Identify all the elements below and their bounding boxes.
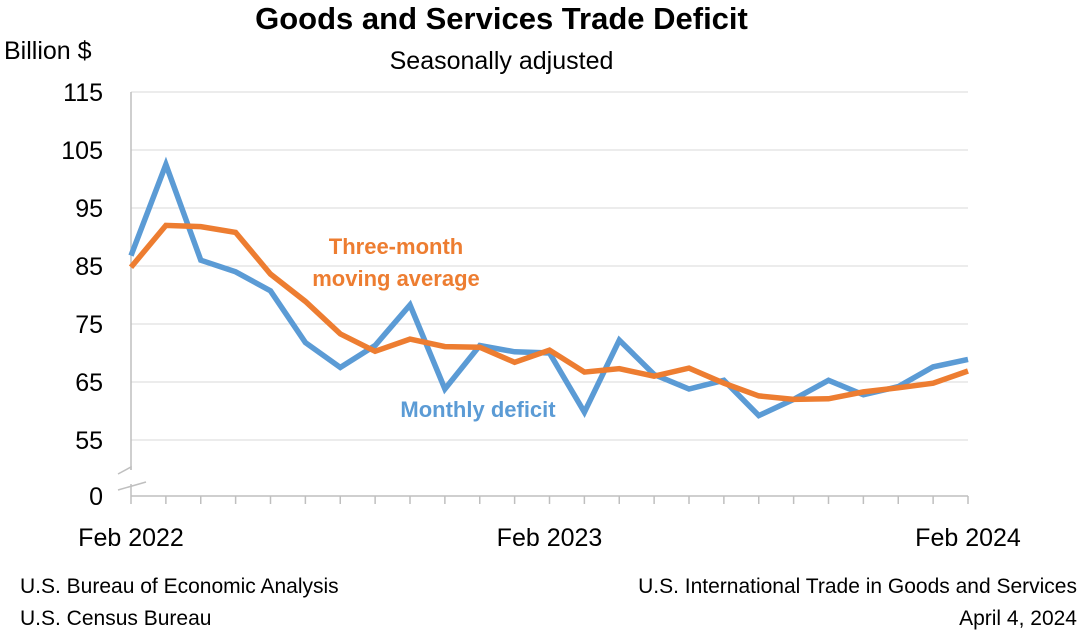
chart-title: Goods and Services Trade Deficit [255,1,748,36]
legend-label-three-month-average: Three-month [329,234,463,259]
legend-label-three-month-average: moving average [312,266,480,291]
chart-subtitle: Seasonally adjusted [389,47,614,75]
y-tick-label: 85 [75,253,103,281]
y-tick-label: 105 [61,137,103,165]
y-tick-label: 65 [75,369,103,397]
y-tick-label: 55 [75,427,103,455]
axis-break-marker [117,465,147,491]
y-axis-label: Billion $ [4,37,92,65]
source-bea: U.S. Bureau of Economic Analysis [20,575,339,598]
legend-label-monthly-deficit: Monthly deficit [400,397,556,422]
y-tick-label: 75 [75,311,103,339]
x-tick-label: Feb 2024 [915,524,1021,552]
y-tick-label-zero: 0 [89,483,103,511]
series-line-three-month-average [128,222,969,403]
y-tick-label: 95 [75,195,103,223]
source-census: U.S. Census Bureau [20,607,212,630]
x-tick-label: Feb 2023 [497,524,603,552]
series-line-monthly-deficit [128,156,969,419]
release-name: U.S. International Trade in Goods and Se… [638,575,1077,598]
release-date: April 4, 2024 [959,607,1077,630]
y-tick-label: 115 [63,79,103,107]
x-tick-label: Feb 2022 [78,524,184,552]
